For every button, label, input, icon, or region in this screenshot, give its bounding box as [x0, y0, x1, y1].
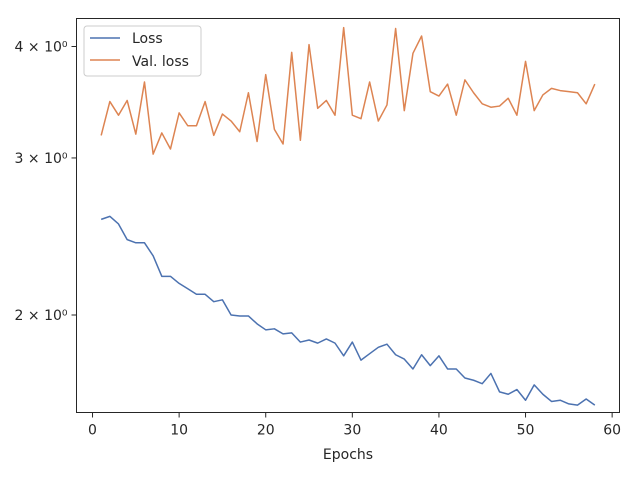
x-tick-label: 40	[430, 423, 448, 439]
plot-frame	[76, 18, 620, 413]
series-group	[100, 26, 596, 406]
x-tick-label: 30	[343, 423, 361, 439]
plot-area	[76, 18, 620, 413]
series-line-loss	[100, 215, 596, 406]
x-axis: 0 10 20 30 40 50 60	[88, 412, 621, 439]
x-tick-label: 60	[603, 423, 621, 439]
x-tick-label: 20	[257, 423, 275, 439]
y-tick-label: 2 × 10⁰	[15, 308, 68, 324]
legend: Loss Val. loss	[83, 25, 202, 77]
x-tick-label: 50	[517, 423, 535, 439]
y-tick-label: 4 × 10⁰	[15, 40, 68, 56]
legend-label-loss: Loss	[132, 31, 163, 47]
y-axis: 2 × 10⁰ 3 × 10⁰ 4 × 10⁰	[15, 40, 77, 324]
series-line-val-loss	[100, 26, 596, 155]
x-tick-label: 10	[170, 423, 188, 439]
x-axis-label: Epochs	[323, 447, 373, 463]
legend-label-val-loss: Val. loss	[132, 54, 189, 70]
y-tick-label: 3 × 10⁰	[15, 151, 68, 167]
x-tick-label: 0	[88, 423, 97, 439]
